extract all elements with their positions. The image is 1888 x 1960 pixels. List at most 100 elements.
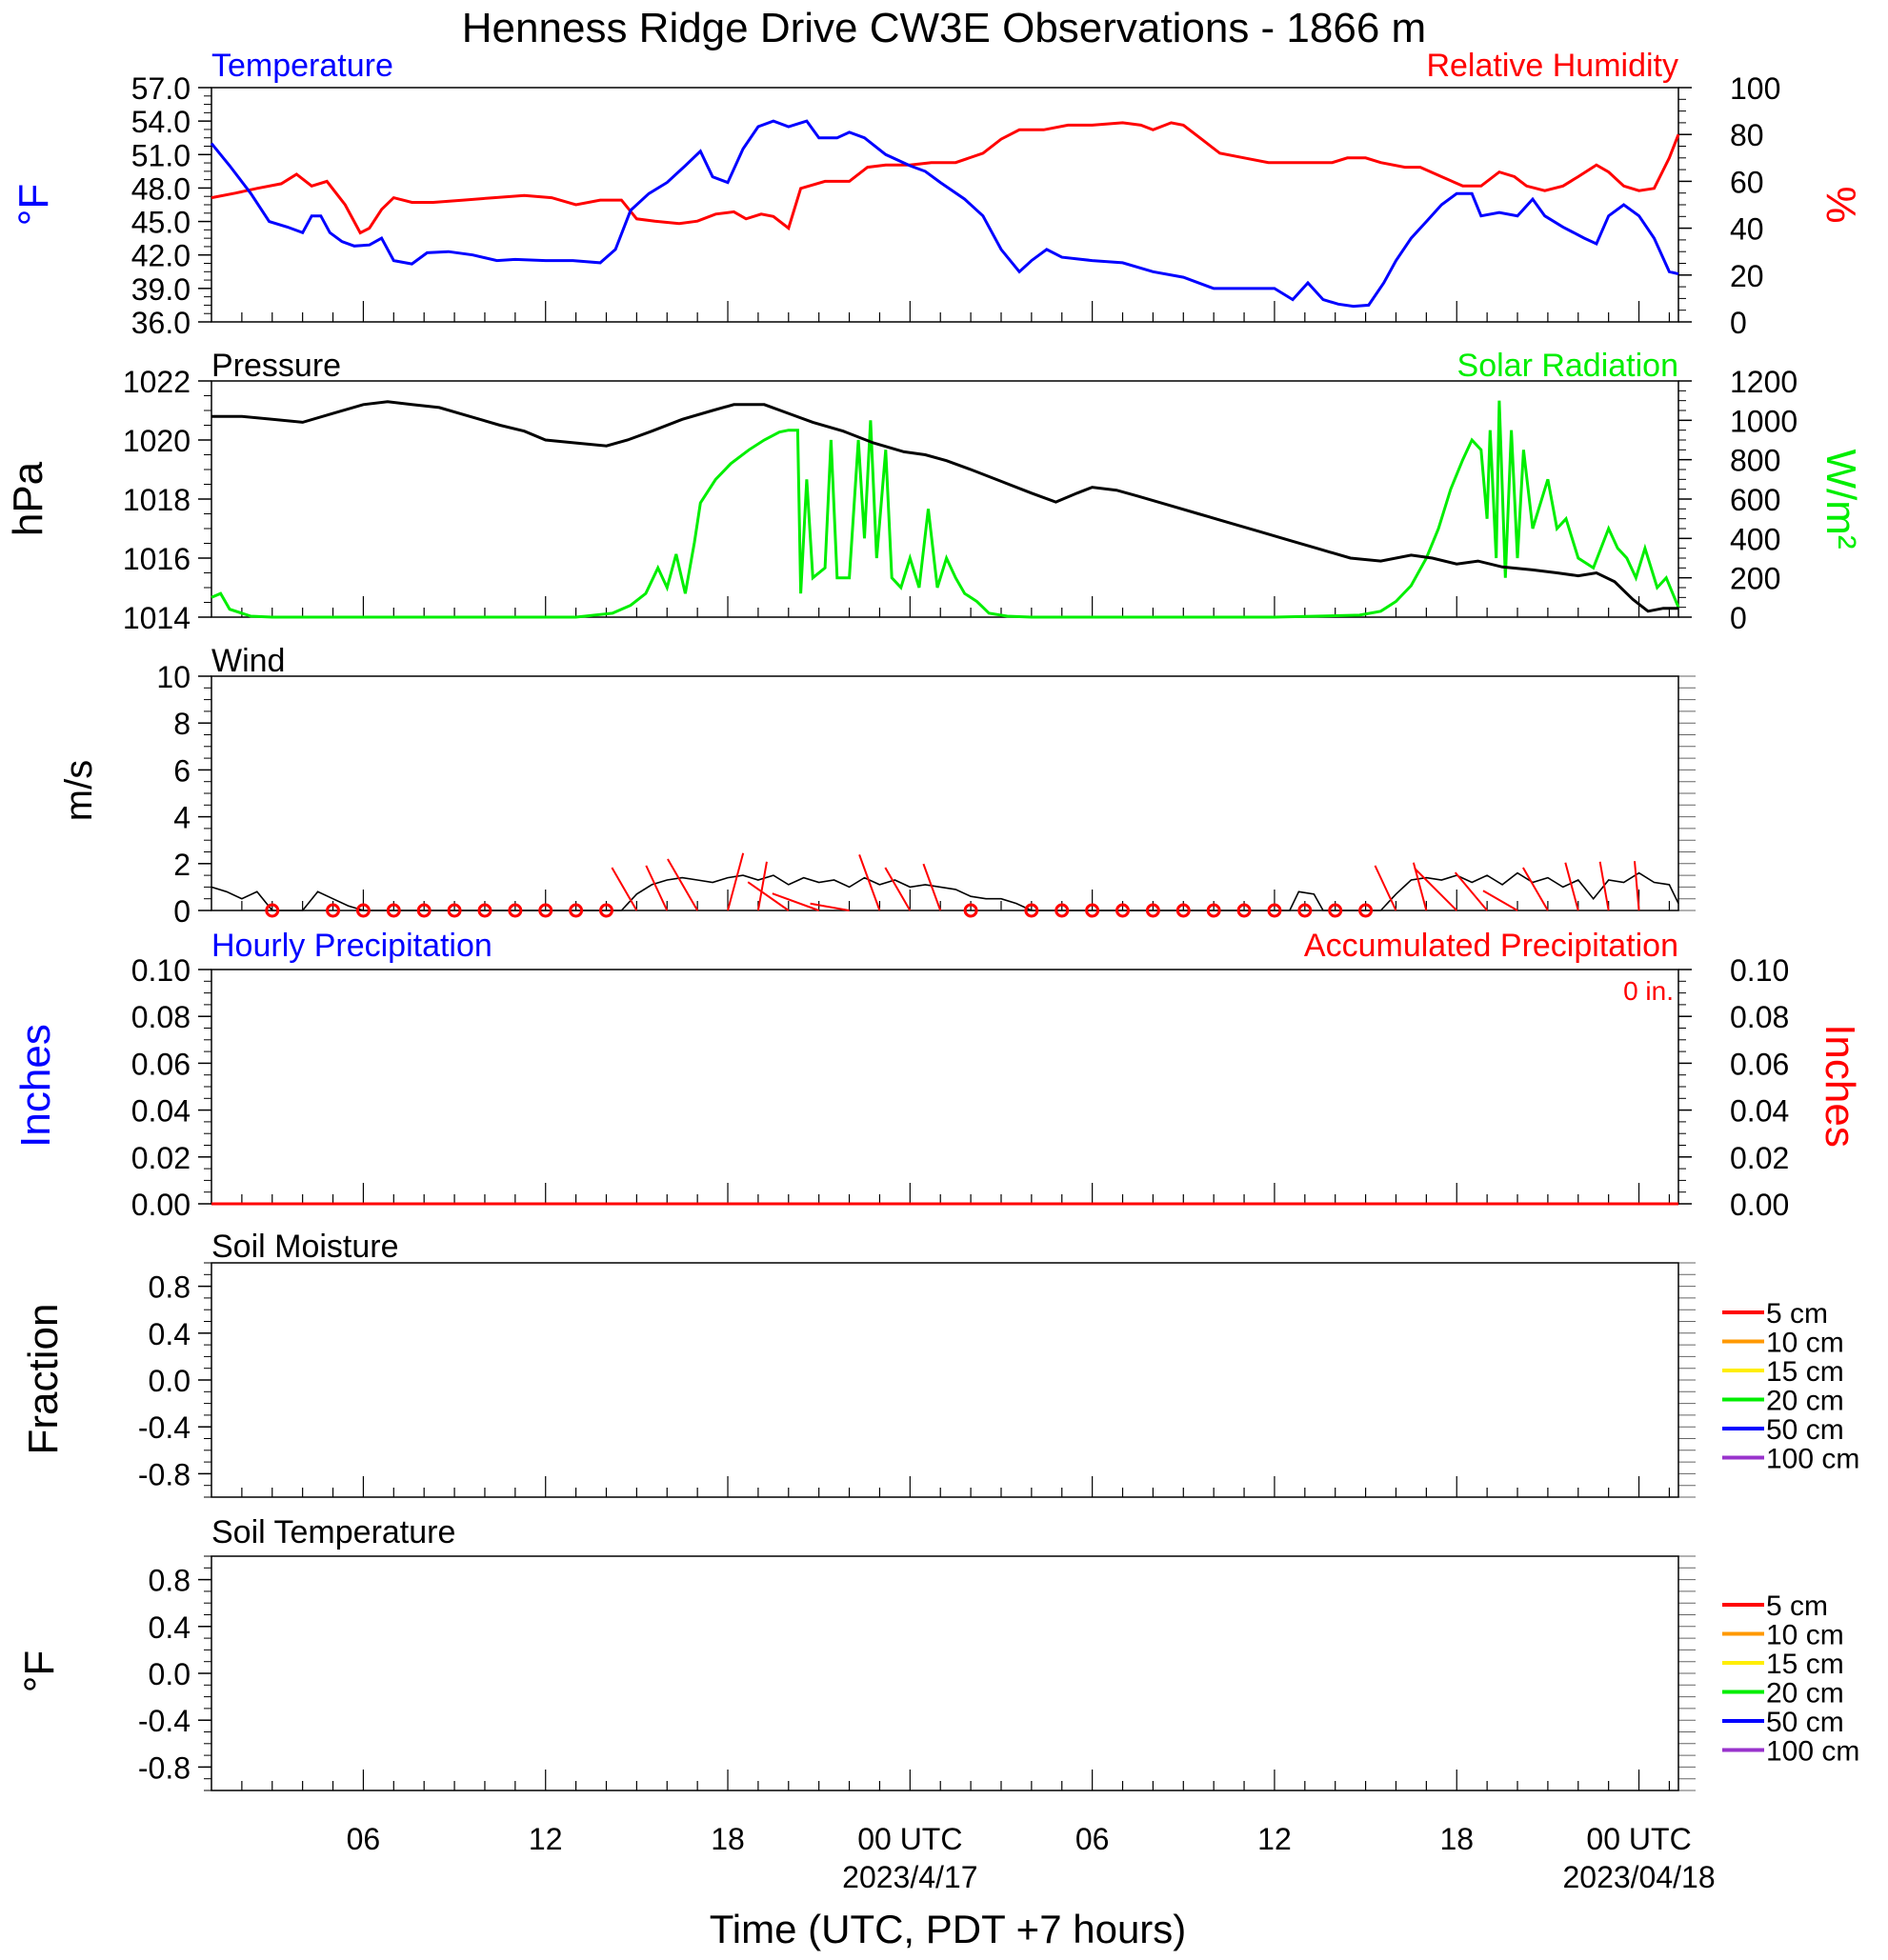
plot-border (211, 87, 1679, 323)
time-tick-label: 06 (1075, 1822, 1110, 1856)
panel-soil-moisture: Soil Moisture Fraction 0.8 0.4 0.0 -0.4 -0.8… (20, 1229, 1859, 1498)
date-label: 2023/04/18 (1562, 1860, 1715, 1894)
panel-pressure-solar: Pressure Solar Radiation hPa W/m² 102210… (5, 348, 1864, 635)
calm-wind-circle (1024, 903, 1039, 918)
y-tick-label: 0.8 (149, 1270, 191, 1305)
time-tick-label: 00 UTC (857, 1822, 962, 1856)
wind-barb (772, 892, 820, 911)
temperature-title: Temperature (211, 48, 393, 84)
y-tick-label: 100 (1730, 71, 1780, 106)
wind-barb (1454, 871, 1488, 911)
y-tick-label: 1000 (1730, 404, 1798, 438)
calm-wind-circle (1297, 903, 1313, 918)
y-tick-label: -0.4 (138, 1704, 191, 1738)
y-tick-label: 0.10 (1730, 953, 1789, 988)
y-tick-label: 0.8 (149, 1564, 191, 1598)
accum-precip-title: Accumulated Precipitation (1304, 928, 1678, 964)
x-axis-label: Time (UTC, PDT +7 hours) (710, 1907, 1187, 1951)
wind-axis-ticks: 10 8 6 4 2 0 (156, 660, 1696, 929)
calm-wind-circle (1145, 903, 1160, 918)
time-tick-label: 12 (529, 1822, 563, 1856)
legend-label: 10 cm (1766, 1328, 1844, 1359)
y-tick-label: 0.10 (131, 953, 191, 988)
pressure-solar-plot-frame (211, 380, 1679, 618)
wind-barb (858, 854, 881, 911)
y-tick-label: 800 (1730, 444, 1780, 478)
panel-temp-rh: Temperature Relative Humidity °F % 57.05… (10, 48, 1864, 340)
y-tick-label: 20 (1730, 259, 1764, 293)
pressure-unit: hPa (5, 461, 51, 536)
y-tick-label: 1016 (123, 542, 191, 576)
wind-barb (611, 867, 638, 911)
solar-unit: W/m² (1818, 449, 1864, 549)
soil-temperature-plot-frame (211, 1555, 1679, 1791)
legend-label: 15 cm (1766, 1356, 1844, 1388)
calm-wind-circle (569, 903, 584, 918)
y-tick-label: 0.08 (131, 1000, 191, 1034)
calm-wind-circle (1267, 903, 1282, 918)
y-tick-label: 0.00 (131, 1188, 191, 1222)
legend-label: 20 cm (1766, 1386, 1844, 1417)
hourly-precip-title: Hourly Precipitation (211, 928, 492, 964)
legend-label: 20 cm (1766, 1678, 1844, 1710)
wind-barb (810, 902, 850, 911)
calm-wind-circle (386, 903, 401, 918)
y-tick-label: 0.04 (1730, 1094, 1789, 1129)
calm-wind-circle (963, 903, 978, 918)
y-tick-label: 1020 (123, 424, 191, 458)
calm-wind-circle (538, 903, 553, 918)
legend-label: 50 cm (1766, 1414, 1844, 1446)
precip-right-unit: Inches (1817, 1024, 1863, 1148)
panel-soil-temperature: Soil Temperature °F 0.8 0.4 0.0 -0.4 -0.8 5 … (16, 1514, 1859, 1791)
solar-axis-ticks: 1200 1000 800 600 400 200 0 (1678, 365, 1798, 635)
wind-barb (884, 867, 912, 911)
calm-wind-circle (447, 903, 462, 918)
pressure-title: Pressure (211, 348, 341, 384)
calm-wind-circle (416, 903, 432, 918)
y-tick-label: 0 (1730, 601, 1747, 635)
y-tick-label: 80 (1730, 118, 1764, 152)
y-tick-label: 42.0 (131, 239, 191, 273)
soil-moisture-axis-ticks: 0.8 0.4 0.0 -0.4 -0.8 (138, 1262, 1696, 1498)
calm-wind-circle (1206, 903, 1221, 918)
y-tick-label: -0.8 (138, 1457, 191, 1491)
rh-series-line (211, 121, 1680, 235)
calm-wind-circle (265, 903, 280, 918)
calm-wind-circle (1175, 903, 1191, 918)
temperature-axis-ticks: 57.054.051.048.045.042.039.036.0 (131, 71, 211, 340)
wind-barb (1522, 867, 1549, 911)
y-tick-label: 4 (173, 801, 191, 835)
time-tick-label: 18 (711, 1822, 745, 1856)
wind-title: Wind (211, 643, 285, 679)
y-tick-label: 36.0 (131, 306, 191, 340)
pressure-axis-ticks: 1022 1020 1018 1016 1014 (123, 365, 211, 635)
calm-wind-circle (1115, 903, 1131, 918)
y-tick-label: 0.02 (131, 1141, 191, 1175)
precip-right-axis-ticks: 0.10 0.08 0.06 0.04 0.02 0.00 (1678, 953, 1789, 1222)
soil-temperature-axis-ticks: 0.8 0.4 0.0 -0.4 -0.8 (138, 1555, 1696, 1791)
y-tick-label: -0.4 (138, 1410, 191, 1445)
legend-label: 10 cm (1766, 1620, 1844, 1651)
y-tick-label: 200 (1730, 562, 1780, 596)
y-tick-label: 600 (1730, 483, 1780, 517)
rh-title: Relative Humidity (1426, 48, 1678, 84)
legend-label: 5 cm (1766, 1590, 1828, 1622)
temp-rh-plot-frame (211, 87, 1679, 323)
plot-border (211, 1262, 1679, 1498)
y-tick-label: 400 (1730, 522, 1780, 556)
wind-barb (1482, 890, 1518, 911)
calm-wind-markers (265, 903, 1374, 918)
calm-wind-circle (598, 903, 613, 918)
legend-label: 100 cm (1766, 1444, 1859, 1475)
y-tick-label: 1018 (123, 483, 191, 517)
soil-temperature-title: Soil Temperature (211, 1514, 455, 1550)
wind-unit: m/s (58, 760, 100, 821)
y-tick-label: 48.0 (131, 171, 191, 206)
y-tick-label: 54.0 (131, 105, 191, 139)
wind-barb (1598, 861, 1610, 911)
y-tick-label: -0.8 (138, 1750, 191, 1785)
calm-wind-circle (1328, 903, 1343, 918)
precip-left-axis-ticks: 0.10 0.08 0.06 0.04 0.02 0.00 (131, 953, 211, 1222)
